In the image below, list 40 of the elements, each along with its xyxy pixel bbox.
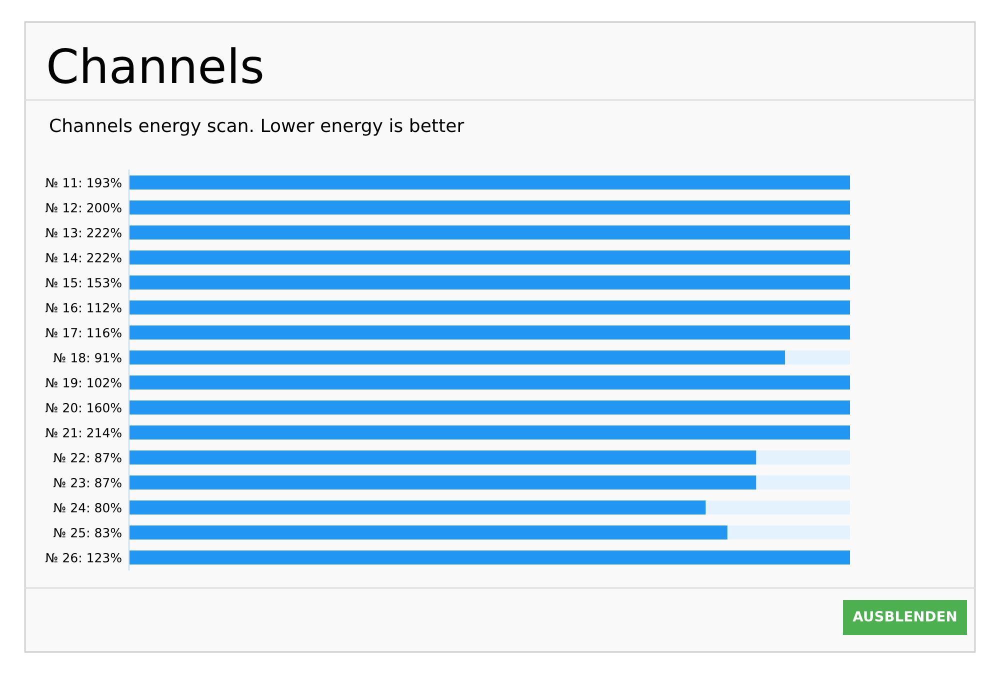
y-tick-label: № 21: 214% (46, 428, 122, 438)
text: AUSBLENDEN (852, 611, 956, 622)
bar (129, 426, 850, 440)
y-tick-label: № 15: 153% (46, 278, 122, 288)
y-tick-label: № 17: 116% (46, 328, 122, 338)
bar (756, 450, 850, 464)
bar (129, 326, 850, 340)
bar (129, 226, 850, 240)
bar (727, 526, 850, 540)
bar (756, 476, 850, 490)
bar (129, 350, 786, 364)
bar (129, 176, 850, 190)
y-tick-label: № 23: 87% (54, 478, 122, 488)
bar (129, 526, 728, 540)
bar (129, 400, 850, 414)
y-tick-label: № 22: 87% (54, 452, 122, 462)
bar (129, 476, 756, 490)
y-tick-label: № 26: 123% (46, 552, 122, 562)
y-tick-label: № 24: 80% (54, 502, 122, 512)
chart-title: Channels (48, 47, 262, 84)
bar (129, 300, 850, 314)
y-tick-label: № 14: 222% (46, 252, 122, 262)
y-tick-label: № 20: 160% (46, 402, 122, 412)
bar (129, 500, 706, 514)
bar (706, 500, 850, 514)
bar (129, 376, 850, 390)
y-tick-label: № 12: 200% (46, 202, 122, 212)
bar (129, 450, 756, 464)
bar (129, 200, 850, 214)
y-tick-label: № 25: 83% (54, 528, 122, 538)
chart-subtitle: Channels energy scan. Lower energy is better (50, 118, 464, 136)
y-tick-label: № 13: 222% (46, 228, 122, 238)
y-tick-label: № 19: 102% (46, 378, 122, 388)
bar (129, 550, 850, 564)
y-tick-label: № 11: 193% (46, 178, 122, 188)
y-tick-label: № 16: 112% (46, 302, 122, 312)
y-tick-label: № 18: 91% (54, 352, 122, 362)
bar (785, 350, 850, 364)
bar (129, 250, 850, 264)
bar (129, 276, 850, 290)
